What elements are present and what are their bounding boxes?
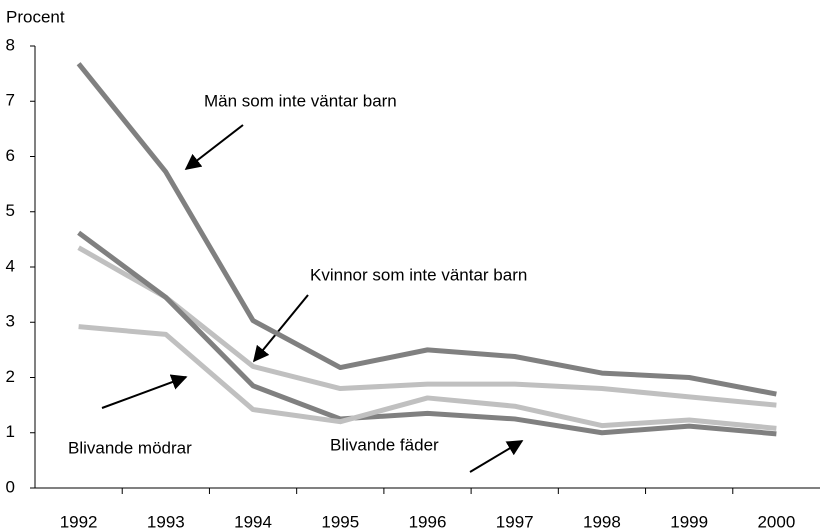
y-tick-label: 7 — [6, 91, 15, 110]
annotation: Blivande fäder — [330, 435, 439, 454]
annotation-arrows — [101, 124, 524, 473]
annotation: Kvinnor som inte väntar barn — [310, 265, 527, 284]
annotation: Män som inte väntar barn — [204, 91, 397, 110]
y-tick-label: 5 — [6, 201, 15, 220]
x-tick-label: 1994 — [234, 512, 272, 531]
x-tick-label: 1993 — [147, 512, 185, 531]
arrow — [469, 440, 524, 473]
y-tick-label: 1 — [6, 422, 15, 441]
x-tick-label: 1997 — [496, 512, 534, 531]
y-tick-label: 4 — [6, 256, 15, 275]
series-line — [77, 245, 777, 408]
arrow — [101, 374, 188, 409]
annotation: Blivande mödrar — [68, 438, 192, 457]
series-line — [77, 230, 777, 437]
series-line — [76, 62, 777, 397]
x-tick-label: 1998 — [583, 512, 621, 531]
y-tick-label: 8 — [6, 35, 15, 54]
x-tick-label: 1995 — [321, 512, 359, 531]
arrow — [252, 294, 309, 363]
y-axis-label: Procent — [6, 7, 65, 26]
y-tick-label: 0 — [6, 477, 15, 496]
y-tick-label: 2 — [6, 367, 15, 386]
x-tick-label: 1992 — [60, 512, 98, 531]
y-tick-label: 6 — [6, 146, 15, 165]
y-tick-label: 3 — [6, 312, 15, 331]
series-line — [78, 324, 777, 431]
arrow — [184, 124, 244, 170]
x-tick-label: 2000 — [757, 512, 795, 531]
x-tick-label: 1996 — [409, 512, 447, 531]
x-tick-label: 1999 — [670, 512, 708, 531]
